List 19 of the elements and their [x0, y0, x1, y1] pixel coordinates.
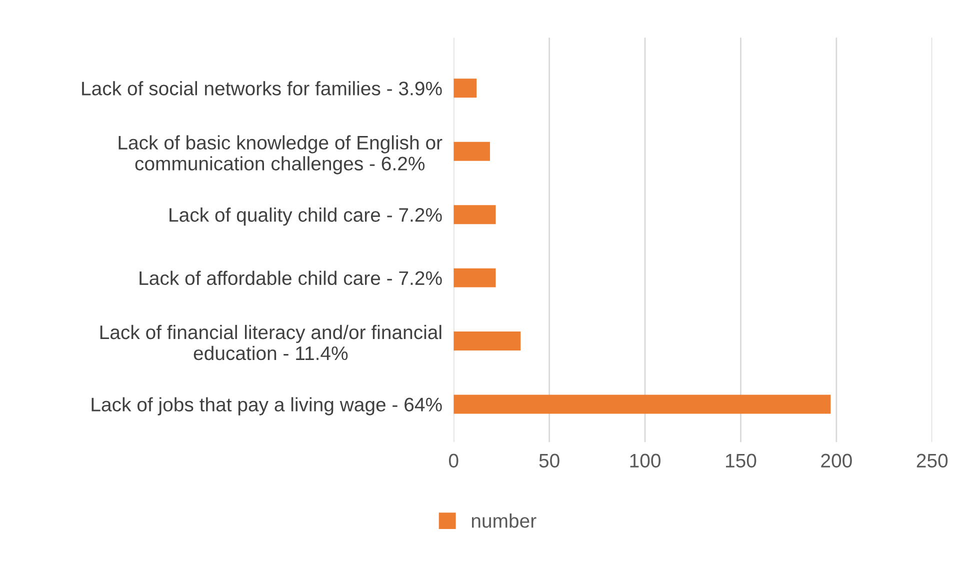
bar: [454, 205, 496, 224]
x-tick-label: 50: [539, 454, 560, 468]
y-tick-label: Lack of basic knowledge of English or communication challenges - 6.2%: [118, 135, 442, 174]
x-tick-label: 250: [916, 454, 948, 468]
bar: [454, 332, 521, 351]
legend-label: number: [472, 513, 536, 528]
x-tick-label: 100: [630, 454, 660, 468]
bar: [454, 142, 490, 161]
y-tick-label: Lack of jobs that pay a living wage - 64%: [92, 397, 442, 416]
bar: [454, 394, 831, 414]
bar: [454, 78, 477, 98]
x-tick-label: 0: [448, 454, 458, 468]
y-tick-label: Lack of quality child care - 7.2%: [170, 208, 442, 226]
y-tick-label: Lack of social networks for families - 3.9%: [82, 81, 442, 96]
x-tick-label: 150: [726, 454, 756, 468]
y-tick-label: Lack of financial literacy and/or financial education - 11.4%: [100, 324, 442, 360]
x-tick-label: 200: [821, 454, 852, 468]
bar: [454, 268, 496, 288]
y-tick-label: Lack of affordable child care - 7.2%: [140, 270, 442, 286]
